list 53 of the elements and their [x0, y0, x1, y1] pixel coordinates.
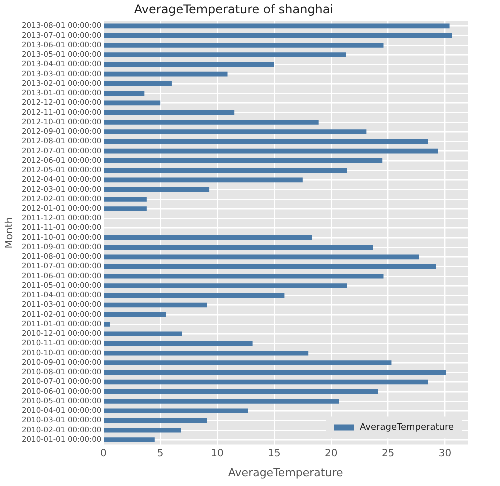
bar [104, 293, 285, 298]
bar [104, 236, 312, 240]
bar [104, 43, 384, 48]
bar [104, 91, 145, 96]
x-tick-label: 5 [157, 448, 164, 460]
bar [104, 245, 374, 250]
bar [104, 284, 348, 288]
x-tick-label: 0 [100, 448, 107, 460]
bar [104, 389, 378, 394]
x-tick-label: 15 [268, 448, 281, 460]
bar [104, 350, 309, 356]
bar [104, 24, 450, 29]
bar [104, 100, 161, 106]
bar [104, 52, 346, 58]
bar [104, 110, 235, 116]
bar [104, 62, 274, 68]
x-tick-label: 25 [382, 448, 395, 460]
bar [104, 168, 348, 173]
bar [104, 139, 428, 144]
bar [104, 370, 446, 376]
bar [104, 130, 367, 134]
bar [104, 399, 340, 404]
bar [104, 254, 420, 260]
bar [104, 206, 147, 212]
bar [104, 72, 228, 77]
bar [104, 33, 452, 38]
bar [104, 341, 253, 346]
bar [104, 408, 248, 414]
y-axis-title: Month [4, 217, 16, 249]
bar [104, 274, 384, 279]
bar [104, 360, 392, 366]
bar [104, 158, 383, 164]
bar [104, 380, 428, 385]
bar [104, 264, 436, 270]
legend-label: AverageTemperature [360, 423, 454, 434]
bar [104, 428, 182, 433]
bar [104, 82, 172, 86]
x-axis-title: AverageTemperature [228, 466, 344, 480]
bar [104, 187, 210, 192]
bar [104, 322, 110, 327]
bar [104, 197, 147, 202]
bar [104, 302, 208, 308]
x-tick-label: 10 [211, 448, 224, 460]
bar [104, 120, 319, 125]
bar [104, 418, 208, 424]
chart-title: AverageTemperature of shanghai [134, 2, 334, 16]
bar [104, 148, 438, 154]
bar [104, 312, 166, 318]
bar [104, 332, 182, 337]
x-tick-label: 30 [438, 448, 452, 460]
bar [104, 178, 303, 183]
x-tick-label: 20 [325, 448, 338, 460]
bar [104, 438, 155, 442]
